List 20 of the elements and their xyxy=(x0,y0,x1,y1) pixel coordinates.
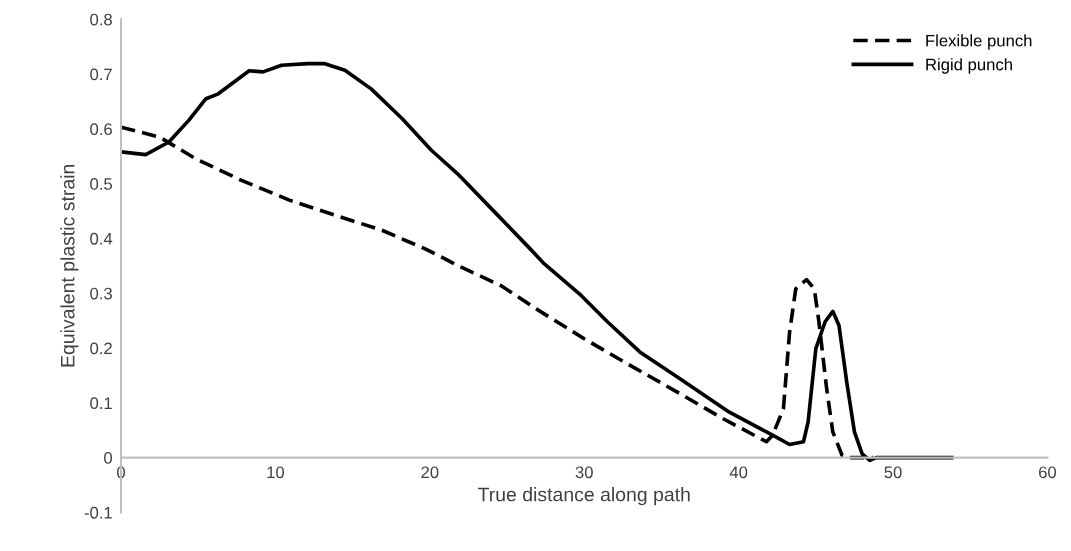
y-tick-label: 0.1 xyxy=(90,397,112,410)
x-tick-label: 20 xyxy=(421,466,439,479)
x-tick-label: 60 xyxy=(1039,466,1057,479)
y-tick-label: 0.3 xyxy=(90,287,112,300)
x-tick-label: 10 xyxy=(267,466,285,479)
x-axis-title: True distance along path xyxy=(478,487,690,506)
y-tick-label: 0.7 xyxy=(90,68,112,81)
y-tick-label: 0.4 xyxy=(90,232,113,245)
x-tick-label: 40 xyxy=(729,466,748,479)
y-tick-label: 0.5 xyxy=(90,178,112,190)
y-tick-label: 0.8 xyxy=(90,13,112,26)
legend-label: Rigid punch xyxy=(926,58,1012,74)
legend-label: Flexible punch xyxy=(926,34,1032,50)
y-tick-label: -0.1 xyxy=(84,506,112,519)
x-tick-label: 30 xyxy=(575,466,593,479)
y-tick-label: 0.2 xyxy=(90,342,112,355)
y-tick-label: 0.6 xyxy=(90,123,112,136)
x-tick-label: 50 xyxy=(884,466,902,479)
y-tick-label: 0 xyxy=(104,452,113,464)
y-axis-title: Equivalent plastic strain xyxy=(60,164,79,367)
